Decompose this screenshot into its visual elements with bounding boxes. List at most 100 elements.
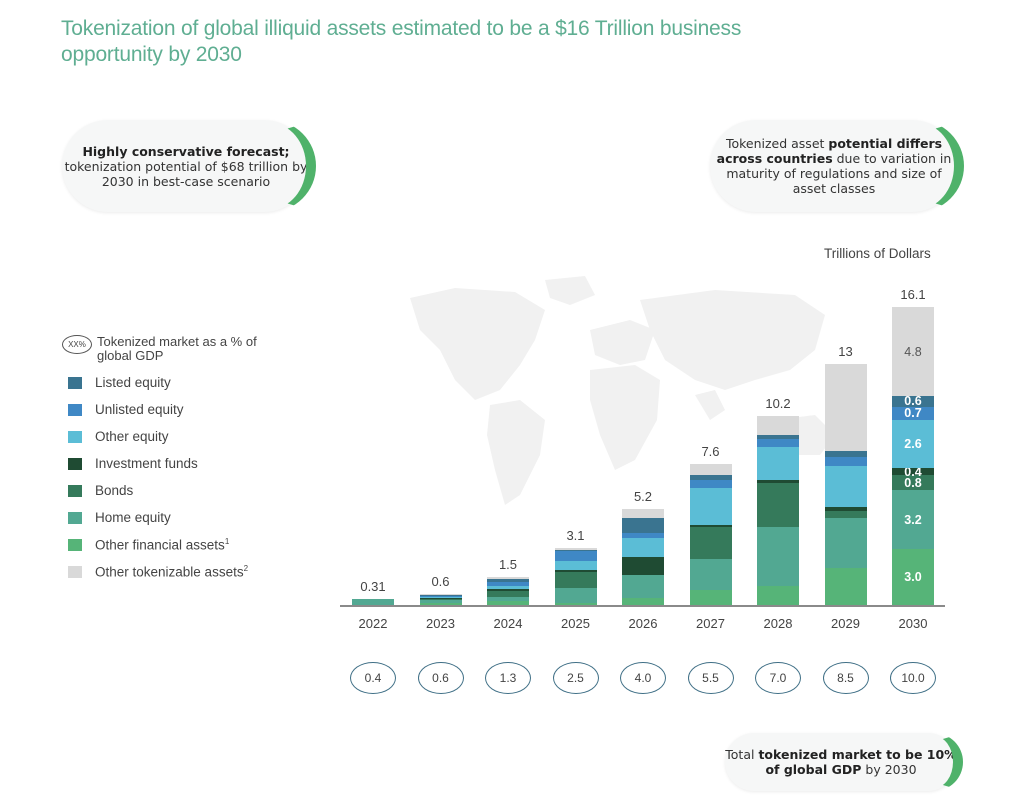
- legend-item: Investment funds: [62, 450, 287, 477]
- gdp-percent-oval: 2.5: [552, 662, 599, 694]
- bar-segment: [487, 585, 529, 590]
- bar-segment: 0.8: [892, 475, 934, 491]
- legend-swatch: [68, 403, 82, 416]
- bar-segment: [622, 518, 664, 533]
- gdp-percent-oval: 5.5: [687, 662, 734, 694]
- page-title: Tokenization of global illiquid assets e…: [61, 17, 742, 66]
- bar-segment: [554, 551, 597, 561]
- bar-segment: 3.0: [892, 549, 934, 605]
- bar-2025: [554, 547, 597, 605]
- gdp-percent-oval: 10.0: [890, 662, 936, 694]
- legend-swatch: [68, 376, 82, 389]
- bar-segment: [622, 597, 664, 605]
- callout-bottom-post: by 2030: [861, 762, 917, 777]
- bar-segment: [554, 549, 597, 552]
- bar-segment: [689, 487, 732, 525]
- segment-value-label: 0.6: [904, 394, 922, 409]
- legend-label: Bonds: [95, 483, 134, 498]
- bar-segment: [419, 598, 462, 601]
- bar-segment: [554, 571, 597, 589]
- bar-segment: [824, 567, 867, 605]
- legend-item: Other tokenizable assets2: [62, 558, 287, 585]
- bar-segment: [824, 456, 867, 467]
- legend-item: Unlisted equity: [62, 396, 287, 423]
- legend-label: Other financial assets1: [95, 536, 230, 553]
- callout-left-text: tokenization potential of $68 trillion b…: [64, 158, 308, 189]
- callout-right-pre: Tokenized asset: [725, 136, 829, 151]
- bar-total-label: 7.6: [701, 444, 720, 460]
- bar-segment: [689, 480, 732, 488]
- bar-segment: [824, 466, 867, 507]
- bar-segment: [487, 577, 529, 580]
- x-tick-label: 2028: [763, 616, 793, 631]
- legend-label: Other equity: [95, 429, 169, 444]
- gdp-percent-oval: 0.4: [350, 662, 396, 694]
- legend-item: Other equity: [62, 423, 287, 450]
- bar-segment: [757, 416, 799, 435]
- bar-segment: [487, 579, 529, 582]
- bar-segment: [352, 599, 394, 605]
- legend-item: Bonds: [62, 477, 287, 504]
- bar-2023: [419, 593, 462, 605]
- x-tick-label: 2023: [426, 616, 455, 631]
- segment-value-label: 0.8: [904, 475, 922, 490]
- bar-2028: [757, 416, 799, 605]
- bar-segment: [419, 600, 462, 604]
- segment-value-label: 0.4: [904, 464, 922, 479]
- bar-segment: 3.2: [892, 490, 934, 550]
- bar-segment: [554, 588, 597, 604]
- segment-value-label: 3.0: [904, 570, 922, 585]
- gdp-oval-icon: XX%: [62, 335, 92, 354]
- legend-swatch: [68, 457, 82, 470]
- bar-segment: [824, 506, 867, 511]
- x-tick-label: 2029: [831, 616, 860, 631]
- bar-segment: [487, 589, 529, 592]
- legend-label: Investment funds: [95, 456, 198, 471]
- callout-left-bold: Highly conservative forecast;: [82, 143, 290, 159]
- bar-segment: [824, 364, 867, 452]
- bar-segment: [689, 558, 732, 591]
- bar-segment: [689, 590, 732, 605]
- gdp-percent-oval: 0.6: [417, 662, 464, 694]
- bar-segment: [419, 595, 462, 597]
- bar-segment: 0.6: [892, 394, 934, 409]
- x-axis-line: [340, 605, 945, 607]
- bar-segment: [622, 538, 664, 557]
- bar-total-label: 0.6: [431, 573, 450, 589]
- bar-segment: [622, 508, 664, 519]
- x-tick-label: 2025: [561, 616, 590, 631]
- bar-2026: [622, 508, 664, 605]
- legend-item: Listed equity: [62, 369, 287, 396]
- legend-label: Other tokenizable assets2: [95, 563, 249, 580]
- legend-swatch: [68, 484, 82, 497]
- callout-conservative-forecast: Highly conservative forecast; tokenizati…: [62, 120, 316, 212]
- bar-total-label: 3.1: [566, 527, 585, 543]
- bar-segment: [757, 446, 799, 481]
- bar-segment: [419, 603, 462, 605]
- segment-value-label: 3.2: [904, 512, 922, 527]
- bar-total-label: 16.1: [900, 287, 926, 302]
- bar-total-label: 13: [838, 344, 853, 360]
- callout-gdp-share: Total tokenized market to be 10% of glob…: [725, 733, 963, 791]
- x-tick-label: 2030: [898, 616, 928, 631]
- bar-segment: [689, 527, 732, 559]
- legend-swatch: [68, 430, 82, 443]
- bar-segment: 0.4: [892, 465, 934, 479]
- bar-segment: [487, 601, 529, 605]
- units-label: Trillions of Dollars: [824, 246, 931, 261]
- callout-country-variation: Tokenized asset potential differs across…: [710, 120, 964, 212]
- bar-segment: [757, 480, 799, 483]
- bar-segment: [757, 527, 799, 587]
- bar-segment: [622, 575, 664, 598]
- x-tick-label: 2022: [358, 616, 388, 631]
- bar-segment: [824, 451, 867, 457]
- bar-segment: [554, 547, 597, 550]
- bar-segment: [419, 596, 462, 598]
- bar-2024: [487, 577, 529, 605]
- gdp-percent-oval: 8.5: [822, 662, 869, 694]
- bar-segment: [622, 556, 664, 576]
- gdp-percent-oval: 4.0: [620, 662, 666, 694]
- legend-label: Unlisted equity: [95, 402, 184, 417]
- bar-segment: [419, 593, 462, 595]
- bar-segment: [689, 464, 732, 476]
